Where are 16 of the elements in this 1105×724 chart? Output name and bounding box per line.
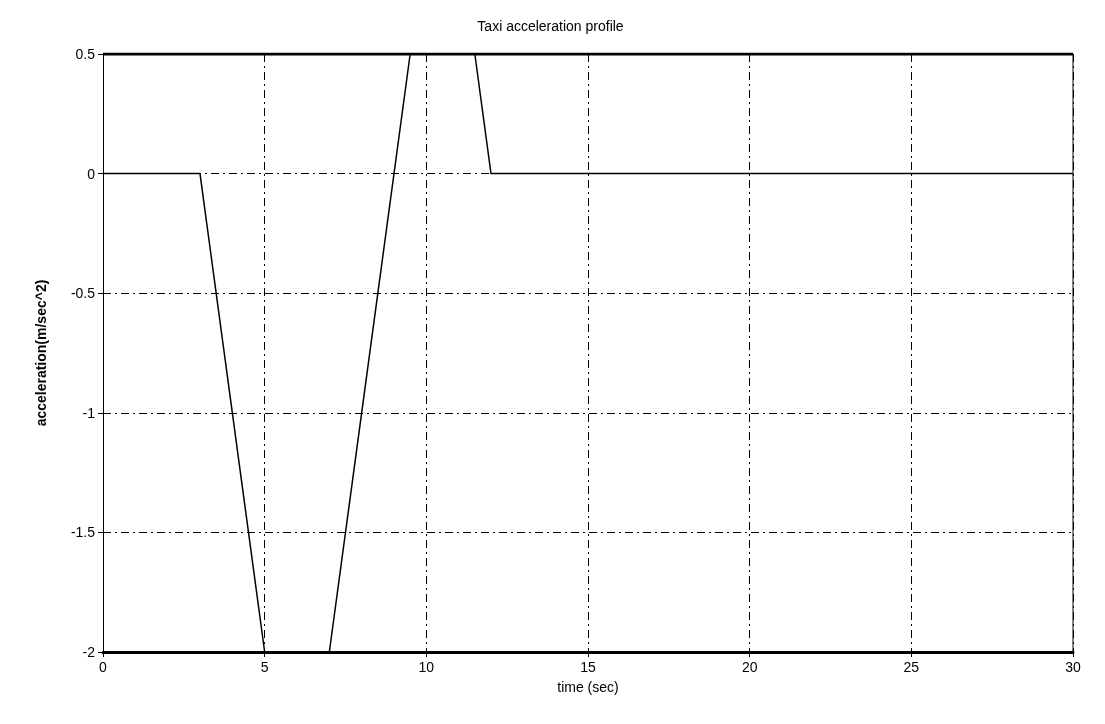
y-tick-label: 0 (87, 165, 96, 182)
x-tick-label: 15 (580, 659, 596, 675)
x-tick-label: 10 (418, 659, 435, 675)
y-tick-label: 0.5 (75, 46, 96, 62)
chart-title: Taxi acceleration profile (477, 18, 624, 34)
x-tick-label: 0 (99, 659, 108, 675)
y-tick-label: -1 (82, 404, 96, 421)
x-tick-label: 25 (903, 659, 920, 675)
y-tick-label: -0.5 (70, 285, 96, 302)
x-tick-label: 20 (741, 659, 758, 675)
x-tick-label: 30 (1065, 659, 1081, 675)
y-tick-label: -1.5 (70, 524, 96, 541)
y-axis-title: acceleration(m/sec^2) (33, 279, 49, 427)
x-tick-label: 5 (260, 659, 269, 675)
y-tick-label: -2 (82, 644, 96, 660)
x-axis-title: time (sec) (557, 679, 619, 695)
